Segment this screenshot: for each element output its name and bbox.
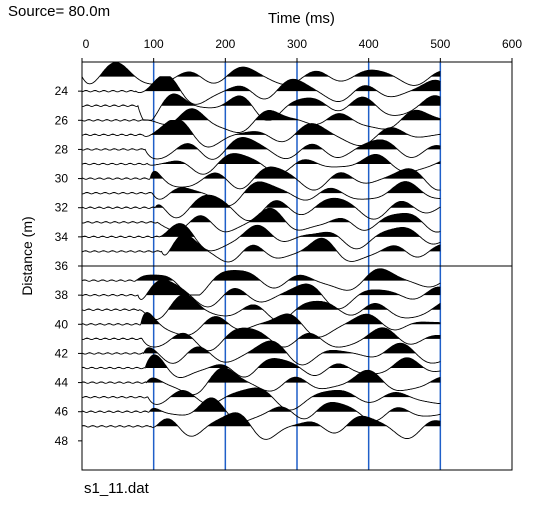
trace-31m-fill xyxy=(84,181,425,194)
y-tick-label-38: 38 xyxy=(55,288,69,302)
trace-29m xyxy=(81,153,441,175)
y-tick-label-46: 46 xyxy=(55,405,69,419)
trace-29m-wiggle xyxy=(81,153,441,175)
x-tick-label-0: 0 xyxy=(83,37,90,51)
file-name: s1_11.dat xyxy=(84,480,149,497)
trace-47m-wiggle xyxy=(81,412,441,440)
trace-35m-wiggle xyxy=(81,236,441,263)
trace-32m-fill xyxy=(82,195,441,208)
trace-38m-wiggle xyxy=(81,280,441,310)
trace-45m-wiggle xyxy=(81,387,441,411)
trace-40m xyxy=(81,312,441,338)
x-tick-label-500: 500 xyxy=(430,37,450,51)
trace-23m-wiggle xyxy=(81,62,441,86)
trace-47m-fill xyxy=(82,412,441,427)
trace-25m-fill xyxy=(85,94,441,106)
time-axis-title: Time (ms) xyxy=(268,10,335,27)
y-tick-label-26: 26 xyxy=(55,113,69,127)
trace-41m xyxy=(81,327,441,352)
trace-34m-wiggle xyxy=(81,223,441,252)
y-tick-label-28: 28 xyxy=(55,142,69,156)
trace-47m xyxy=(81,412,441,440)
distance-tick-labels: 24 26 28 30 32 34 36 38 40 42 44 46 48 xyxy=(55,84,82,448)
y-tick-label-36: 36 xyxy=(55,259,69,273)
trace-38m xyxy=(81,280,441,310)
trace-35m-fill xyxy=(83,237,441,252)
trace-44m-fill xyxy=(82,368,441,383)
y-tick-label-40: 40 xyxy=(55,317,69,331)
trace-43m-wiggle xyxy=(81,354,441,378)
source-label: Source= 80.0m xyxy=(8,3,111,20)
x-tick-label-600: 600 xyxy=(502,37,522,51)
trace-43m xyxy=(81,354,441,378)
trace-30m-wiggle xyxy=(81,166,441,191)
y-tick-label-24: 24 xyxy=(55,84,69,98)
trace-38m-fill xyxy=(84,280,441,296)
trace-27m-wiggle xyxy=(81,119,441,148)
trace-41m-wiggle xyxy=(81,327,441,352)
trace-39m xyxy=(81,294,441,322)
trace-46m-wiggle xyxy=(81,397,441,423)
trace-46m xyxy=(81,397,441,423)
y-tick-label-44: 44 xyxy=(55,376,69,390)
trace-37m-wiggle xyxy=(81,268,441,296)
trace-28m-wiggle xyxy=(81,137,441,160)
trace-37m xyxy=(81,268,441,296)
seismic-traces xyxy=(81,62,441,440)
x-tick-label-400: 400 xyxy=(359,37,379,51)
trace-27m xyxy=(81,119,441,148)
y-tick-label-34: 34 xyxy=(55,230,69,244)
trace-40m-fill xyxy=(82,312,441,325)
trace-42m xyxy=(81,340,441,366)
trace-35m xyxy=(81,236,441,263)
y-tick-label-30: 30 xyxy=(55,172,69,186)
x-tick-label-200: 200 xyxy=(215,37,235,51)
trace-26m xyxy=(81,108,441,133)
y-tick-label-48: 48 xyxy=(55,434,69,448)
trace-40m-wiggle xyxy=(81,312,441,338)
trace-30m xyxy=(81,166,441,191)
x-tick-label-100: 100 xyxy=(144,37,164,51)
trace-37m-fill xyxy=(82,268,409,281)
x-tick-label-300: 300 xyxy=(287,37,307,51)
trace-31m xyxy=(81,181,441,207)
trace-33m xyxy=(81,207,441,233)
trace-28m xyxy=(81,137,441,160)
trace-27m-fill xyxy=(84,120,441,135)
trace-42m-wiggle xyxy=(81,340,441,366)
trace-26m-wiggle xyxy=(81,108,441,133)
trace-46m-fill xyxy=(82,397,411,412)
trace-43m-fill xyxy=(82,354,425,368)
trace-34m xyxy=(81,223,441,252)
trace-28m-fill xyxy=(85,137,441,150)
time-tick-labels: 0 100 200 300 400 500 600 xyxy=(81,37,522,62)
trace-39m-fill xyxy=(87,295,441,310)
trace-39m-wiggle xyxy=(81,294,441,322)
trace-30m-fill xyxy=(82,167,424,179)
trace-24m xyxy=(81,76,441,105)
distance-axis-title: Distance (m) xyxy=(19,216,35,296)
trace-45m xyxy=(81,387,441,411)
trace-34m-fill xyxy=(82,223,421,237)
trace-45m-fill xyxy=(84,388,412,398)
y-tick-label-42: 42 xyxy=(55,346,69,360)
trace-31m-wiggle xyxy=(81,181,441,207)
trace-41m-fill xyxy=(84,327,441,339)
trace-23m-fill xyxy=(99,62,441,77)
trace-23m xyxy=(81,62,441,86)
trace-24m-wiggle xyxy=(81,76,441,105)
y-tick-label-32: 32 xyxy=(55,201,69,215)
trace-33m-wiggle xyxy=(81,207,441,233)
